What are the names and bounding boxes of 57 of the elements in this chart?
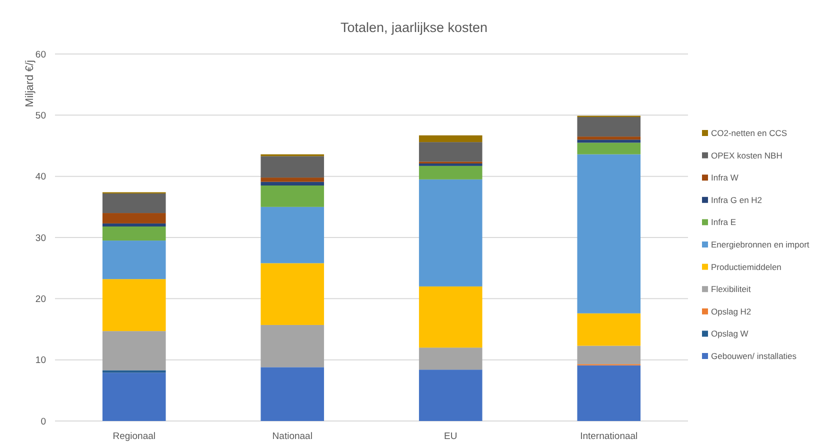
- bar: [418, 142, 482, 162]
- legend-label: Infra G en H2: [711, 194, 762, 205]
- y-tick-label: 60: [35, 49, 46, 60]
- bar: [102, 226, 166, 241]
- x-tick-label: Nationaal: [272, 431, 312, 442]
- x-tick-label: Internationaal: [580, 431, 638, 442]
- bar: [102, 223, 166, 226]
- bar: [260, 263, 324, 325]
- chart-title: Totalen, jaarlijkse kosten: [340, 20, 488, 35]
- bar: [418, 179, 482, 286]
- bar: [577, 313, 641, 346]
- bar: [102, 213, 166, 224]
- bar: [260, 367, 324, 421]
- legend-label: Gebouwen/ installaties: [711, 350, 797, 361]
- y-tick-label: 10: [35, 355, 46, 366]
- bar: [418, 135, 482, 142]
- legend-label: OPEX kosten NBH: [711, 150, 782, 160]
- legend-label: Infra E: [711, 217, 736, 228]
- legend-label: CO2-netten en CCS: [711, 128, 788, 138]
- bar: [260, 156, 324, 178]
- x-tick-label: Regionaal: [112, 431, 156, 442]
- bar: [577, 142, 641, 154]
- bar: [102, 372, 166, 421]
- legend-label: Flexibiliteit: [711, 284, 752, 294]
- bar: [260, 178, 324, 182]
- y-tick-label: 50: [35, 110, 46, 122]
- y-tick-label: 40: [35, 172, 46, 183]
- bar: [418, 163, 482, 166]
- bar: [102, 193, 166, 214]
- y-tick-label: 0: [40, 416, 46, 428]
- bar: [260, 324, 324, 368]
- bar: [102, 331, 166, 370]
- bar: [418, 166, 482, 180]
- bar: [102, 240, 166, 280]
- x-tick-label: EU: [444, 431, 458, 442]
- bar: [418, 286, 482, 348]
- bar: [102, 370, 166, 373]
- y-axis-title: Miljard €/j: [24, 60, 36, 108]
- bar: [577, 346, 641, 364]
- bar: [418, 348, 482, 370]
- legend-label: Opslag W: [711, 328, 748, 339]
- bar: [577, 136, 641, 140]
- bar: [577, 117, 641, 137]
- legend-label: Opslag H2: [711, 306, 752, 316]
- bar: [418, 370, 482, 421]
- bar: [260, 186, 324, 207]
- y-tick-label: 20: [35, 294, 46, 305]
- bar: [577, 140, 641, 143]
- legend-label: Productiemiddelen: [711, 262, 782, 272]
- bar: [102, 279, 166, 332]
- legend-label: Infra W: [711, 172, 738, 183]
- bar: [260, 206, 324, 264]
- bar: [577, 365, 641, 421]
- bar: [260, 182, 324, 186]
- legend-label: Energiebronnen en import: [711, 239, 810, 250]
- y-tick-label: 30: [35, 232, 46, 244]
- bar: [577, 154, 641, 314]
